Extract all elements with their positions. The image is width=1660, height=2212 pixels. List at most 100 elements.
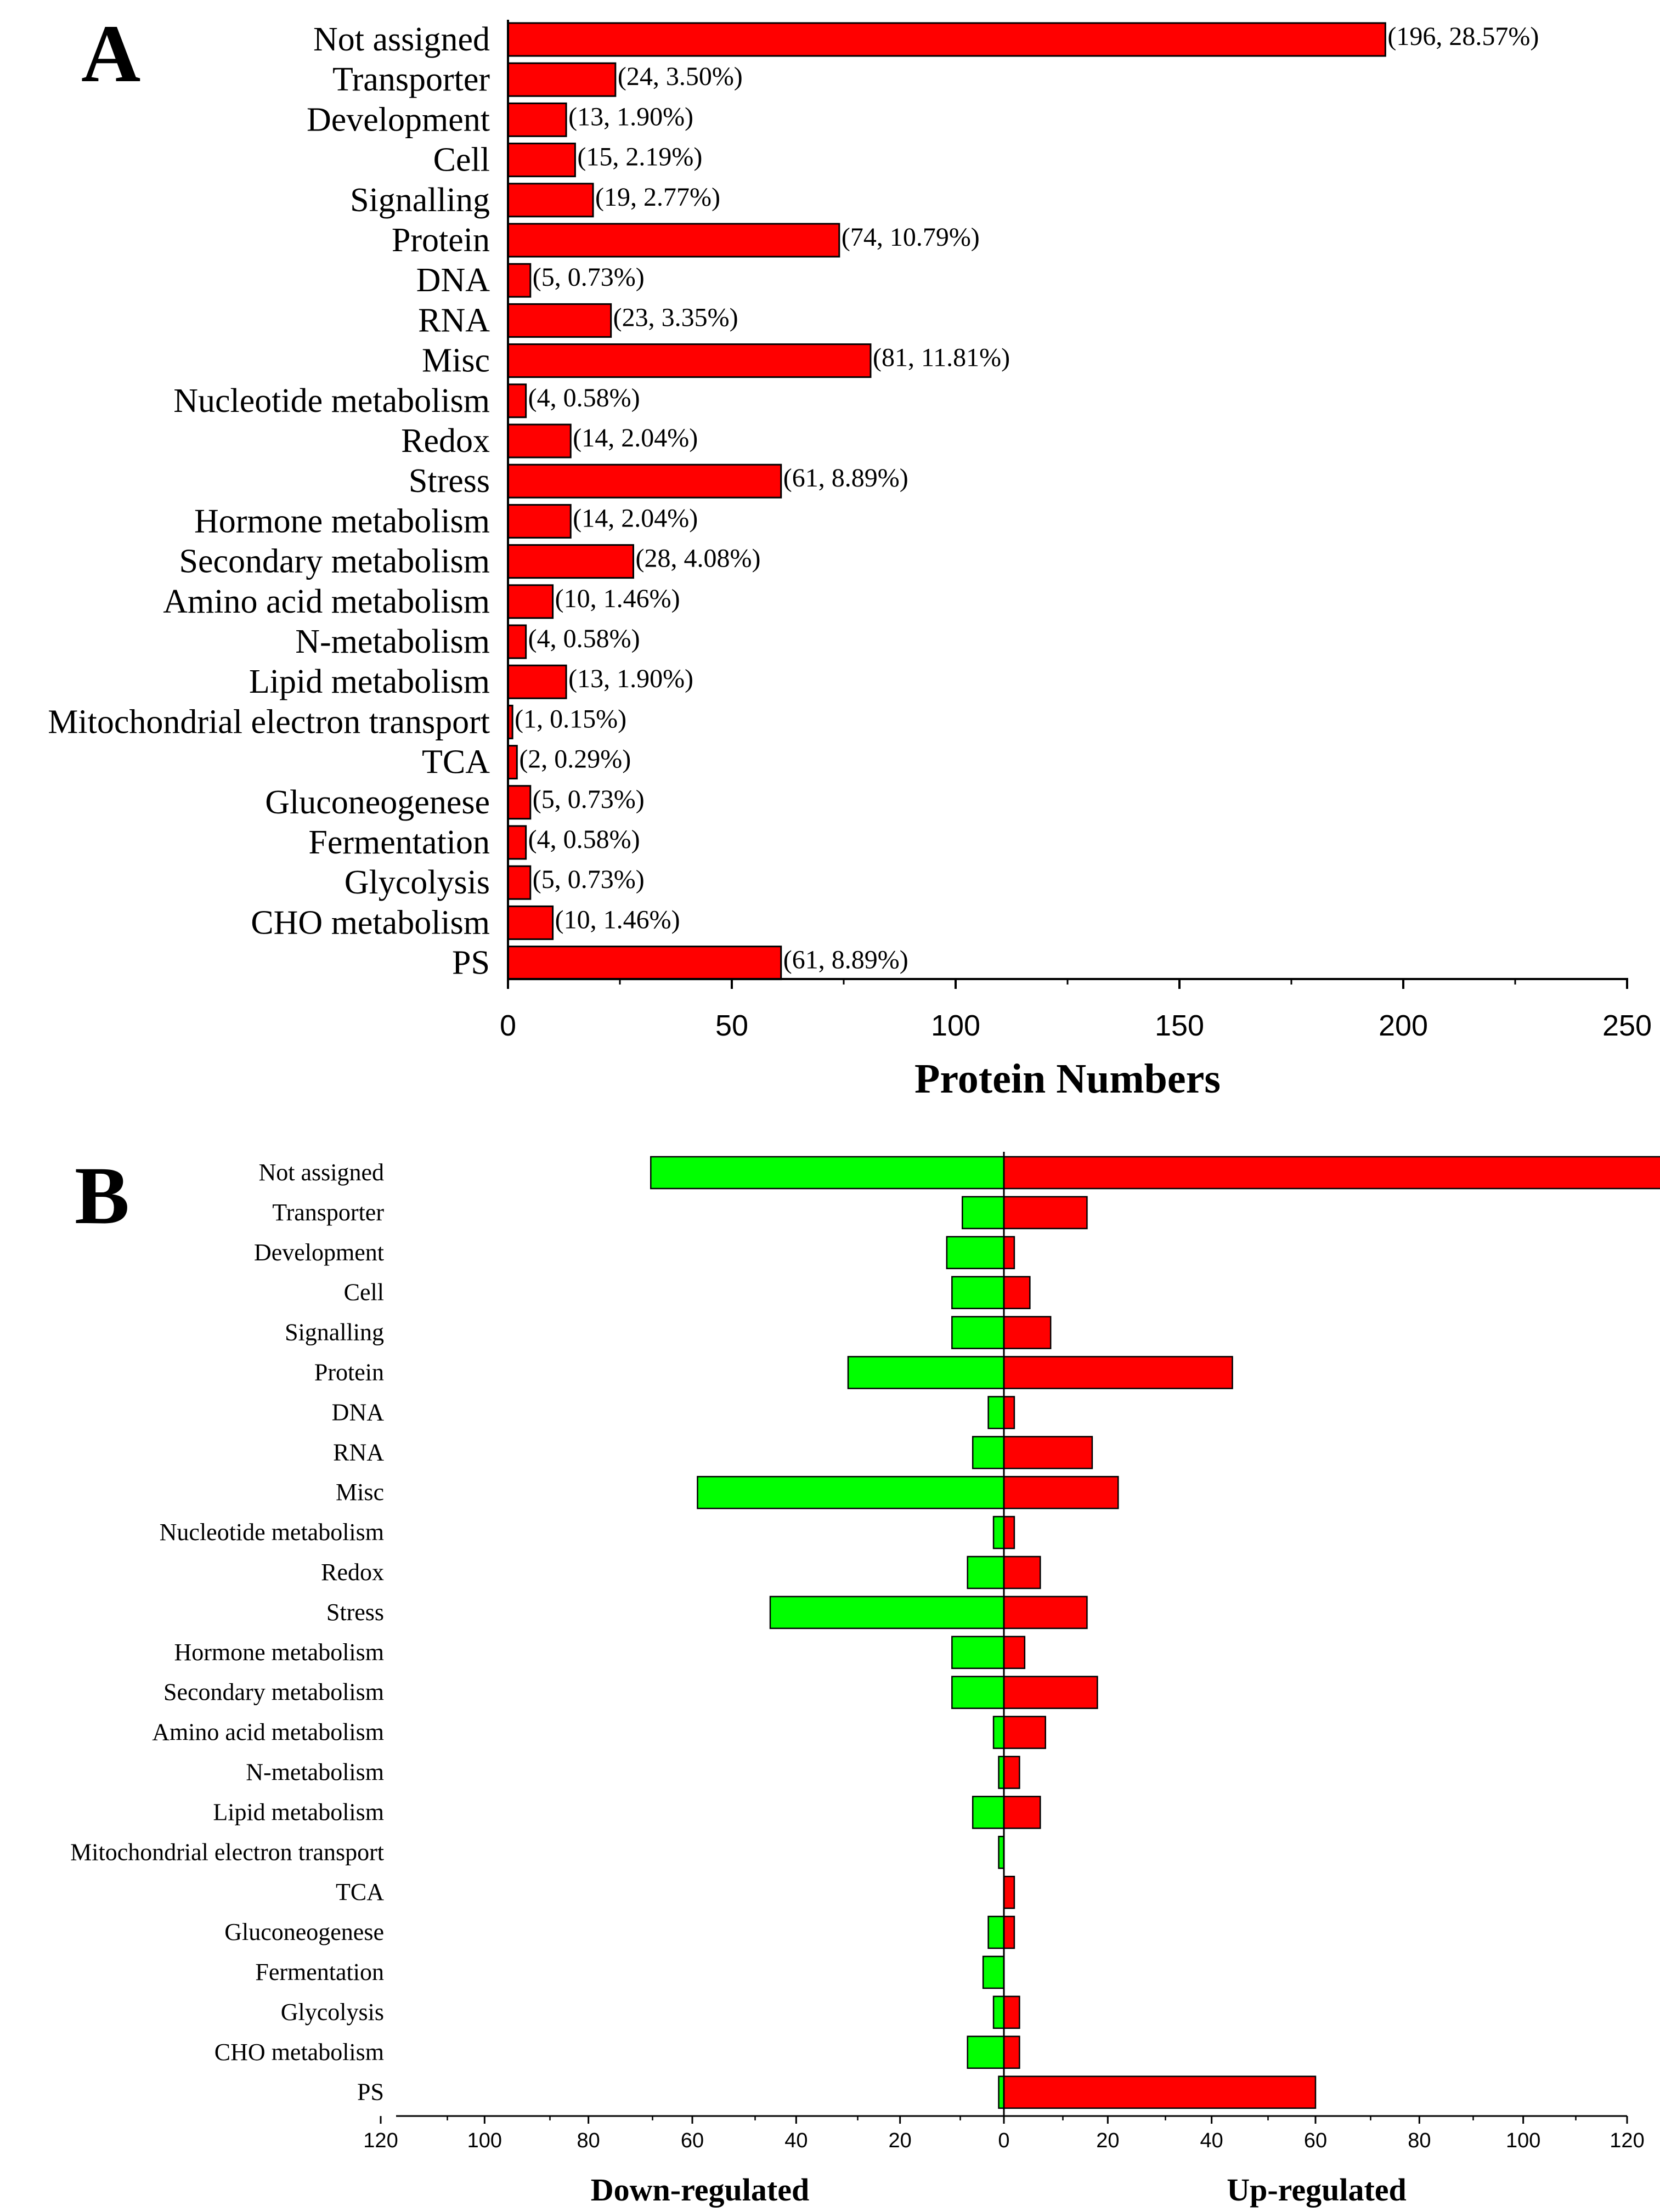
category-label-misc: Misc	[336, 1479, 384, 1506]
down-bar-secondary-metabolism	[951, 1676, 1005, 1709]
x-tick-label: 40	[784, 2129, 808, 2152]
up-bar-protein	[1003, 1356, 1233, 1389]
down-bar-cell	[951, 1276, 1005, 1309]
up-bar-cell	[1003, 1276, 1031, 1309]
panel-b-letter: B	[75, 1150, 129, 1241]
down-bar-signalling	[951, 1316, 1005, 1349]
data-label-nucleotide-metabolism: (4, 0.58%)	[528, 383, 640, 412]
bar-amino-acid-metabolism	[507, 584, 554, 619]
x-axis-title: Protein Numbers	[914, 1056, 1221, 1102]
x-tick-label: 60	[1304, 2129, 1327, 2152]
up-bar-transporter	[1003, 1196, 1088, 1230]
up-bar-redox	[1003, 1555, 1041, 1589]
up-bar-lipid-metabolism	[1003, 1796, 1041, 1829]
x-tick-label: 50	[715, 1009, 748, 1042]
bar-lipid-metabolism	[507, 664, 567, 699]
up-bar-rna	[1003, 1436, 1093, 1469]
category-label-stress: Stress	[326, 1599, 384, 1626]
x-tick-label: 100	[931, 1009, 980, 1042]
data-label-development: (13, 1.90%)	[568, 102, 693, 131]
bar-stress	[507, 463, 782, 499]
category-label-gluconeogenese: Gluconeogenese	[224, 1919, 384, 1945]
bar-signalling	[507, 183, 594, 218]
panel-b-chart: Not assigned Transporter Development Cell Si…	[70, 1152, 1660, 2208]
down-bar-nucleotide-metabolism	[992, 1515, 1005, 1549]
data-label-redox: (14, 2.04%)	[573, 423, 698, 452]
down-bar-development	[946, 1236, 1005, 1270]
bar-fermentation	[507, 825, 527, 860]
category-label-mitochondrial-electron-transport: Mitochondrial electron transport	[70, 1838, 384, 1865]
down-bar-cho-metabolism	[967, 2035, 1005, 2069]
bar-n-metabolism	[507, 624, 527, 659]
data-label-dna: (5, 0.73%)	[533, 263, 645, 292]
bar-cho-metabolism	[507, 905, 554, 940]
category-label-hormone-metabolism: Hormone metabolism	[194, 502, 490, 540]
data-label-glycolysis: (5, 0.73%)	[533, 865, 645, 894]
category-label-glycolysis: Glycolysis	[345, 864, 490, 901]
category-label-amino-acid-metabolism: Amino acid metabolism	[163, 583, 490, 620]
category-label-secondary-metabolism: Secondary metabolism	[163, 1679, 384, 1706]
up-bar-not-assigned	[1003, 1156, 1660, 1190]
bar-glycolysis	[507, 865, 532, 900]
up-bar-secondary-metabolism	[1003, 1676, 1098, 1709]
category-label-n-metabolism: N-metabolism	[246, 1759, 384, 1786]
down-bar-protein	[847, 1356, 1005, 1389]
data-label-signalling: (19, 2.77%)	[595, 183, 720, 212]
data-label-cell: (15, 2.19%)	[577, 143, 702, 172]
x-tick-label: 250	[1602, 1009, 1652, 1042]
x-tick-label: 100	[467, 2129, 502, 2152]
x-tick-label: 40	[1200, 2129, 1223, 2152]
category-label-protein: Protein	[314, 1359, 384, 1386]
panel-a-letter: A	[81, 8, 140, 99]
category-label-tca: TCA	[422, 744, 490, 781]
data-label-ps: (61, 8.89%)	[783, 946, 908, 975]
bar-gluconeogenese	[507, 785, 532, 820]
up-bar-ps	[1003, 2075, 1317, 2109]
down-bar-glycolysis	[992, 1995, 1005, 2029]
bar-not-assigned	[507, 22, 1386, 57]
x-tick-label: 0	[998, 2129, 1009, 2152]
x-tick-label: 120	[1610, 2129, 1644, 2152]
up-bar-cho-metabolism	[1003, 2035, 1020, 2069]
up-bar-gluconeogenese	[1003, 1915, 1015, 1949]
category-label-stress: Stress	[409, 462, 490, 500]
bar-dna	[507, 263, 532, 298]
data-label-misc: (81, 11.81%)	[873, 343, 1010, 372]
category-label-transporter: Transporter	[332, 61, 490, 98]
category-label-nucleotide-metabolism: Nucleotide metabolism	[173, 382, 490, 420]
bar-cell	[507, 143, 576, 178]
x-tick-label: 60	[681, 2129, 704, 2152]
category-label-protein: Protein	[392, 222, 490, 259]
down-bar-amino-acid-metabolism	[992, 1716, 1005, 1749]
x-tick-label: 20	[889, 2129, 912, 2152]
data-label-rna: (23, 3.35%)	[613, 303, 738, 332]
down-bar-transporter	[962, 1196, 1005, 1230]
x-tick-label: 0	[500, 1009, 516, 1042]
down-bar-gluconeogenese	[987, 1915, 1005, 1949]
bar-misc	[507, 343, 872, 378]
x-axis-title-up: Up-regulated	[1227, 2172, 1407, 2208]
bar-nucleotide-metabolism	[507, 383, 527, 418]
category-label-tca: TCA	[336, 1879, 384, 1905]
up-bar-nucleotide-metabolism	[1003, 1515, 1015, 1549]
up-bar-signalling	[1003, 1316, 1052, 1349]
category-label-signalling: Signalling	[285, 1319, 384, 1346]
up-bar-stress	[1003, 1596, 1088, 1630]
category-label-lipid-metabolism: Lipid metabolism	[213, 1798, 384, 1825]
data-label-lipid-metabolism: (13, 1.90%)	[568, 664, 693, 693]
down-bar-stress	[769, 1596, 1005, 1630]
data-label-not-assigned: (196, 28.57%)	[1387, 22, 1539, 51]
bar-protein	[507, 223, 840, 258]
data-label-mitochondrial-electron-transport: (1, 0.15%)	[515, 704, 626, 733]
data-label-stress: (61, 8.89%)	[783, 463, 908, 493]
bar-rna	[507, 303, 612, 338]
up-bar-tca	[1003, 1875, 1015, 1909]
x-tick-label: 100	[1506, 2129, 1540, 2152]
bar-secondary-metabolism	[507, 544, 634, 579]
x-axis-title-down: Down-regulated	[591, 2172, 809, 2208]
category-label-transporter: Transporter	[272, 1199, 384, 1226]
x-tick-label: 200	[1379, 1009, 1428, 1042]
panel-a-chart: Not assigned (196, 28.57%) Transporter (24,…	[48, 20, 1652, 1102]
data-label-gluconeogenese: (5, 0.73%)	[533, 785, 645, 814]
category-label-amino-acid-metabolism: Amino acid metabolism	[152, 1719, 384, 1746]
